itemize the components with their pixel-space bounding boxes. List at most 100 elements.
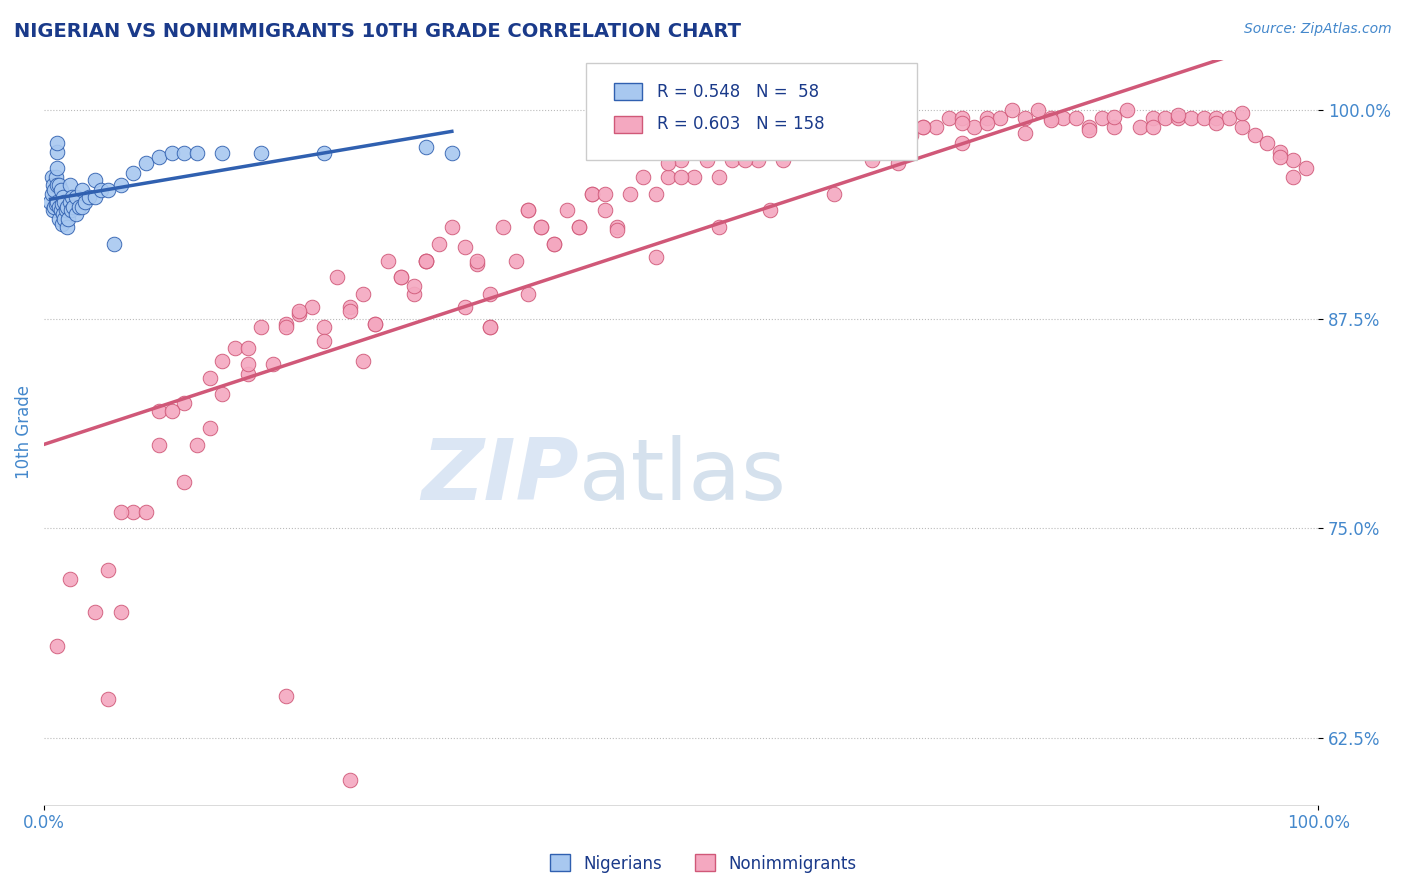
Point xyxy=(51,196,73,211)
Point xyxy=(97,563,120,577)
Point xyxy=(236,368,259,382)
Point xyxy=(453,301,475,315)
Point xyxy=(58,211,80,226)
Point xyxy=(352,287,374,301)
Point xyxy=(1243,128,1265,142)
Point xyxy=(1256,136,1278,151)
Point xyxy=(45,194,67,209)
Point xyxy=(1192,112,1215,126)
Point xyxy=(860,153,883,167)
Point xyxy=(58,194,80,209)
Point xyxy=(44,183,66,197)
Point xyxy=(122,505,145,519)
Point xyxy=(709,220,731,235)
Point xyxy=(1281,153,1303,167)
Point xyxy=(173,396,195,410)
Point xyxy=(135,505,157,519)
Point xyxy=(42,203,65,218)
Point xyxy=(1268,145,1291,159)
Point xyxy=(148,438,170,452)
Point xyxy=(55,203,77,218)
Point xyxy=(1001,103,1024,117)
Point xyxy=(90,183,112,197)
Point xyxy=(53,194,76,209)
Point xyxy=(657,156,679,170)
Point xyxy=(505,253,527,268)
Point xyxy=(364,317,387,331)
Point xyxy=(97,183,120,197)
Point xyxy=(543,236,565,251)
Point xyxy=(41,169,63,184)
Point xyxy=(568,220,591,235)
Point xyxy=(479,320,502,334)
Point xyxy=(65,190,87,204)
Point xyxy=(1026,103,1049,117)
Point xyxy=(887,120,910,134)
Point xyxy=(900,128,922,142)
Point xyxy=(606,223,628,237)
Point xyxy=(41,186,63,201)
Point xyxy=(810,136,832,151)
Point xyxy=(912,120,935,134)
Point xyxy=(747,153,769,167)
Point xyxy=(173,475,195,489)
Point xyxy=(1281,169,1303,184)
Point xyxy=(593,203,616,218)
Point xyxy=(555,203,578,218)
Point xyxy=(1167,108,1189,122)
Point xyxy=(938,112,960,126)
Point xyxy=(402,287,425,301)
Point xyxy=(45,145,67,159)
Point xyxy=(479,287,502,301)
Point xyxy=(1104,110,1126,124)
Point xyxy=(288,307,311,321)
Point xyxy=(67,200,90,214)
Point xyxy=(51,217,73,231)
Text: atlas: atlas xyxy=(579,435,787,518)
Point xyxy=(619,186,641,201)
Point xyxy=(42,178,65,193)
Point xyxy=(785,136,807,151)
Point xyxy=(759,203,782,218)
Point xyxy=(211,146,233,161)
Point xyxy=(543,236,565,251)
Text: Source: ZipAtlas.com: Source: ZipAtlas.com xyxy=(1244,22,1392,37)
Point xyxy=(339,301,361,315)
Point xyxy=(186,438,208,452)
Point xyxy=(1116,103,1139,117)
Point xyxy=(45,639,67,653)
Point xyxy=(1039,112,1062,127)
Point xyxy=(696,153,718,167)
Point xyxy=(1295,161,1317,176)
Point xyxy=(709,169,731,184)
Point xyxy=(148,150,170,164)
Point xyxy=(52,190,75,204)
Point xyxy=(848,120,870,134)
Point xyxy=(479,320,502,334)
Point xyxy=(45,136,67,151)
Point xyxy=(1205,112,1227,126)
Point xyxy=(56,220,79,235)
Point xyxy=(1205,116,1227,130)
Point xyxy=(465,253,488,268)
Point xyxy=(631,169,654,184)
Point xyxy=(122,166,145,180)
Point xyxy=(440,220,463,235)
Point xyxy=(62,200,84,214)
Point xyxy=(72,183,94,197)
Point xyxy=(772,153,794,167)
Point xyxy=(427,236,450,251)
Point xyxy=(249,320,271,334)
Point xyxy=(797,120,820,134)
Point xyxy=(644,186,666,201)
Point xyxy=(44,200,66,214)
Point xyxy=(517,203,540,218)
Point xyxy=(65,207,87,221)
Point xyxy=(912,120,935,134)
Point xyxy=(644,250,666,264)
Point xyxy=(1014,112,1036,126)
Point xyxy=(1077,123,1099,137)
Point xyxy=(848,128,870,142)
Point xyxy=(148,404,170,418)
Point xyxy=(211,354,233,368)
